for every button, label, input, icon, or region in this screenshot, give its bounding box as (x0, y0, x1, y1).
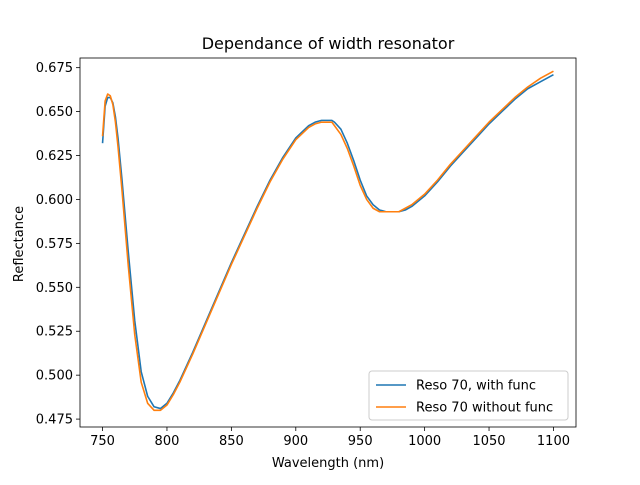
plot-frame (79, 57, 577, 428)
y-axis-ticks: 0.475 0.500 0.525 0.550 0.575 0.600 0.625 0.650… (36, 61, 80, 428)
x-tick-label: 900 (283, 434, 308, 449)
x-tick-label: 1000 (408, 434, 441, 449)
y-tick-label: 0.600 (36, 193, 73, 208)
legend-label-1: Reso 70, with func (416, 379, 536, 394)
y-tick-label: 0.550 (36, 281, 73, 296)
legend: Reso 70, with func Reso 70 without func (368, 370, 569, 421)
x-axis-label: Wavelength (nm) (272, 456, 384, 471)
x-tick-label: 1100 (537, 434, 570, 449)
legend-box (368, 370, 569, 421)
y-axis-label: Reflectance (12, 206, 27, 282)
x-tick-label: 750 (90, 434, 115, 449)
legend-label-2: Reso 70 without func (416, 401, 553, 416)
y-tick-label: 0.475 (36, 413, 73, 428)
y-tick-label: 0.675 (36, 61, 73, 76)
x-tick-label: 800 (155, 434, 180, 449)
x-tick-label: 850 (219, 434, 244, 449)
chart-title: Dependance of width resonator (202, 34, 455, 53)
plot-lines (101, 70, 554, 412)
x-tick-label: 1050 (472, 434, 505, 449)
y-tick-label: 0.575 (36, 237, 73, 252)
y-tick-label: 0.500 (36, 369, 73, 384)
series-line-2 (101, 70, 554, 412)
y-tick-label: 0.625 (36, 149, 73, 164)
x-axis-ticks: 750 800 850 900 950 1000 1050 1100 (90, 427, 570, 449)
y-tick-label: 0.650 (36, 105, 73, 120)
series-line-1 (101, 73, 554, 410)
x-tick-label: 950 (348, 434, 373, 449)
y-tick-label: 0.525 (36, 325, 73, 340)
